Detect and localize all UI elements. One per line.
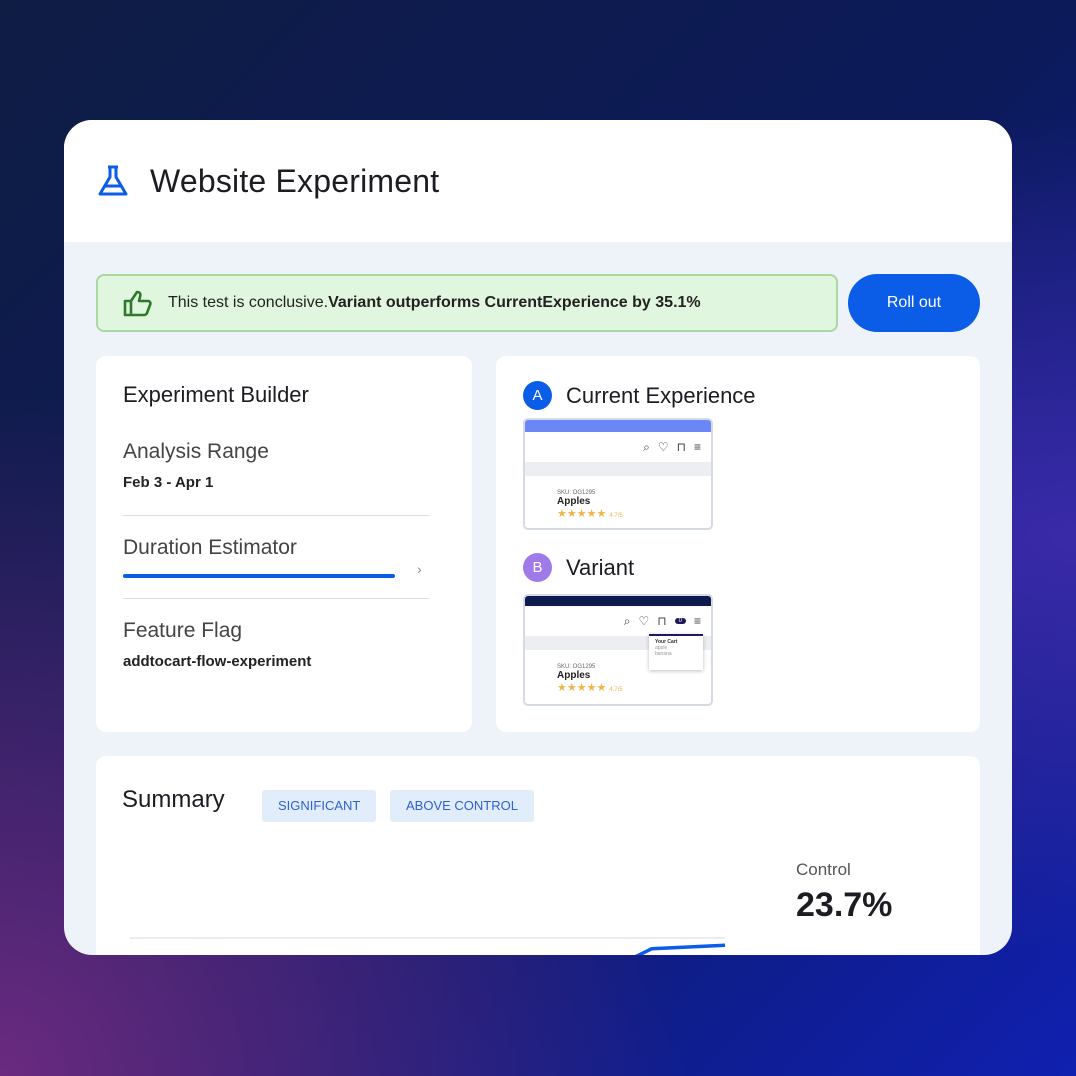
- above-control-tag: ABOVE CONTROL: [390, 790, 534, 822]
- variant-a-preview[interactable]: ⌕ ♡ ⊓ ≡ SKU: OG1295 Apples ★★★★★ 4.7/5: [523, 418, 713, 530]
- summary-title: Summary: [122, 786, 225, 813]
- bag-icon: ⊓: [657, 614, 667, 628]
- summary-panel: Summary SIGNIFICANT ABOVE CONTROL Contro…: [96, 756, 980, 955]
- experiment-builder-panel: Experiment Builder Analysis Range Feb 3 …: [96, 356, 472, 732]
- duration-progress-bar: [123, 574, 395, 578]
- cart-count-badge: 0: [674, 618, 686, 624]
- roll-out-button[interactable]: Roll out: [848, 274, 980, 332]
- sku-text: SKU: OG1295: [557, 490, 596, 496]
- duration-estimator-row[interactable]: ›: [123, 560, 445, 578]
- rating-text: 4.7/5: [609, 513, 623, 519]
- chevron-right-icon[interactable]: ›: [417, 561, 422, 577]
- analysis-range-value[interactable]: Feb 3 - Apr 1: [123, 474, 214, 491]
- divider: [123, 515, 429, 516]
- cart-item: apple: [655, 645, 668, 651]
- heart-icon: ♡: [638, 614, 650, 628]
- star-rating-icon: ★★★★★ 4.7/5: [557, 682, 623, 694]
- variant-b-preview[interactable]: ⌕ ♡ ⊓ 0 ≡ SKU: OG1295 Apples ★★★★★ 4.7/5 Your …: [523, 594, 713, 706]
- variant-b-row[interactable]: B Variant: [523, 553, 634, 582]
- flask-icon: [98, 165, 128, 196]
- builder-title: Experiment Builder: [123, 382, 309, 407]
- rating-text: 4.7/5: [609, 687, 623, 693]
- experiment-card: Website Experiment This test is conclusi…: [64, 120, 1012, 955]
- divider: [123, 598, 429, 600]
- control-value: 23.7%: [796, 886, 893, 924]
- cart-popup: Your Cart apple banana: [649, 634, 703, 670]
- variant-b-badge: B: [523, 553, 552, 582]
- search-icon: ⌕: [623, 613, 631, 628]
- product-name: Apples: [557, 670, 591, 681]
- star-rating-icon: ★★★★★ 4.7/5: [557, 508, 623, 520]
- page-title: Website Experiment: [150, 162, 440, 199]
- banner-text: This test is conclusive.: [168, 294, 329, 311]
- variant-a-name: Current Experience: [566, 382, 756, 408]
- control-label: Control: [796, 860, 851, 879]
- variant-a-row[interactable]: A Current Experience: [523, 381, 756, 410]
- card-header: Website Experiment: [64, 120, 1012, 242]
- heart-icon: ♡: [657, 440, 669, 454]
- variant-a-badge: A: [523, 381, 552, 410]
- duration-estimator-label: Duration Estimator: [123, 536, 297, 559]
- cart-title: Your Cart: [655, 639, 678, 645]
- bag-icon: ⊓: [676, 440, 686, 454]
- search-icon: ⌕: [643, 439, 650, 454]
- summary-line-chart: [130, 937, 726, 955]
- feature-flag-label: Feature Flag: [123, 619, 243, 643]
- feature-flag-value[interactable]: addtocart-flow-experiment: [123, 653, 312, 671]
- conclusive-banner: This test is conclusive. Variant outperfo…: [96, 274, 838, 332]
- menu-icon: ≡: [693, 614, 701, 628]
- product-name: Apples: [557, 496, 591, 507]
- banner-result: Variant outperforms CurrentExperience by…: [328, 294, 701, 311]
- variants-panel: A Current Experience ⌕ ♡ ⊓ ≡ SKU: OG1295 App…: [496, 356, 980, 732]
- thumbs-up-icon: [123, 290, 152, 317]
- analysis-range-label: Analysis Range: [123, 440, 269, 463]
- series-line-blue: [635, 943, 726, 955]
- sku-text: SKU: OG1295: [557, 664, 596, 670]
- variant-b-name: Variant: [566, 554, 635, 580]
- significant-tag: SIGNIFICANT: [262, 790, 377, 822]
- cart-item: banana: [655, 651, 672, 657]
- menu-icon: ≡: [693, 440, 701, 454]
